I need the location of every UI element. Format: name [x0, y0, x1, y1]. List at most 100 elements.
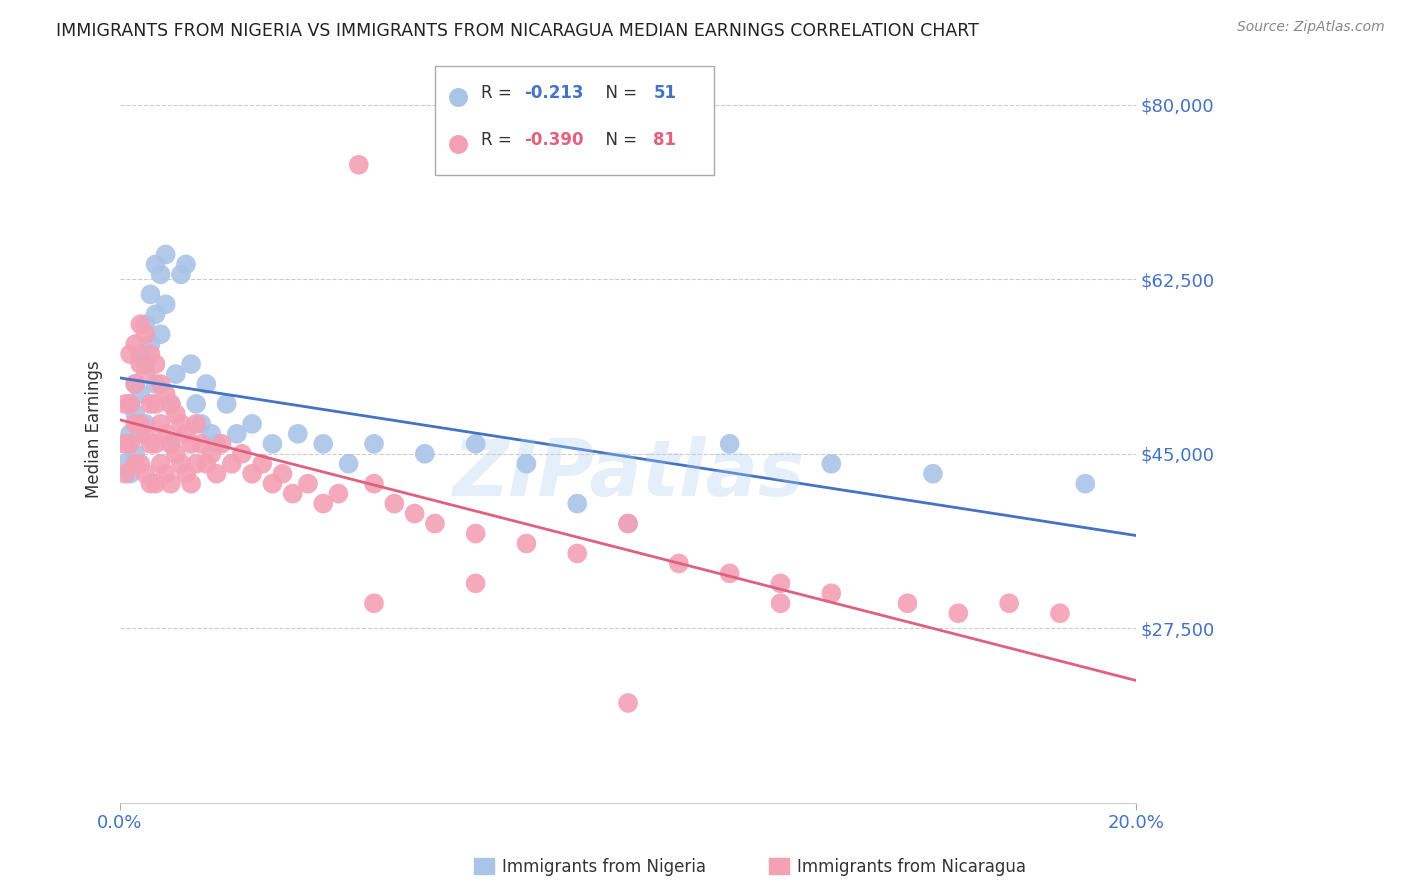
- Point: [139, 347, 162, 361]
- Point: [139, 337, 162, 351]
- Point: [211, 437, 233, 451]
- Point: [382, 497, 405, 511]
- Point: [195, 457, 218, 471]
- Text: ZIPatlas: ZIPatlas: [451, 435, 804, 512]
- Bar: [474, 858, 494, 874]
- Point: [165, 447, 187, 461]
- Point: [567, 497, 589, 511]
- Point: [159, 397, 181, 411]
- Point: [129, 317, 152, 331]
- Point: [124, 407, 146, 421]
- Point: [124, 337, 146, 351]
- Text: Immigrants from Nicaragua: Immigrants from Nicaragua: [797, 858, 1026, 876]
- Point: [174, 426, 197, 441]
- Text: -0.390: -0.390: [524, 131, 583, 149]
- Bar: [769, 858, 789, 874]
- Point: [139, 476, 162, 491]
- Point: [129, 417, 152, 431]
- Point: [120, 347, 142, 361]
- Point: [174, 257, 197, 271]
- Point: [186, 397, 208, 411]
- Text: IMMIGRANTS FROM NIGERIA VS IMMIGRANTS FROM NICARAGUA MEDIAN EARNINGS CORRELATION: IMMIGRANTS FROM NIGERIA VS IMMIGRANTS FR…: [56, 22, 979, 40]
- Point: [134, 417, 156, 431]
- Point: [129, 457, 152, 471]
- Point: [155, 247, 177, 261]
- Point: [129, 387, 152, 401]
- Point: [297, 476, 319, 491]
- Text: 81: 81: [654, 131, 676, 149]
- Text: R =: R =: [481, 131, 517, 149]
- Point: [149, 327, 172, 342]
- Point: [124, 447, 146, 461]
- Point: [271, 467, 294, 481]
- Point: [347, 158, 370, 172]
- Point: [922, 467, 945, 481]
- Point: [464, 576, 486, 591]
- Point: [114, 437, 136, 451]
- Point: [1074, 476, 1097, 491]
- Point: [124, 457, 146, 471]
- Point: [820, 586, 842, 600]
- Point: [145, 357, 167, 371]
- Point: [155, 387, 177, 401]
- Point: [769, 576, 792, 591]
- Point: [165, 367, 187, 381]
- FancyBboxPatch shape: [434, 66, 714, 175]
- Point: [114, 437, 136, 451]
- Point: [159, 437, 181, 451]
- Point: [668, 557, 690, 571]
- Point: [617, 516, 640, 531]
- Point: [312, 497, 335, 511]
- Point: [337, 457, 360, 471]
- Point: [180, 437, 202, 451]
- Point: [149, 417, 172, 431]
- Point: [155, 297, 177, 311]
- Text: Source: ZipAtlas.com: Source: ZipAtlas.com: [1237, 20, 1385, 34]
- Point: [262, 476, 284, 491]
- Point: [120, 397, 142, 411]
- Point: [312, 437, 335, 451]
- Point: [134, 327, 156, 342]
- Point: [129, 426, 152, 441]
- Point: [718, 566, 741, 581]
- Point: [205, 437, 228, 451]
- Point: [149, 268, 172, 282]
- Point: [139, 437, 162, 451]
- Point: [413, 447, 436, 461]
- Point: [170, 268, 193, 282]
- Point: [363, 596, 385, 610]
- Point: [998, 596, 1021, 610]
- Point: [515, 457, 537, 471]
- Point: [159, 437, 181, 451]
- Point: [139, 397, 162, 411]
- Point: [114, 397, 136, 411]
- Point: [1049, 606, 1071, 620]
- Point: [145, 437, 167, 451]
- Point: [200, 447, 222, 461]
- Point: [165, 407, 187, 421]
- Point: [134, 317, 156, 331]
- Point: [363, 476, 385, 491]
- Point: [464, 437, 486, 451]
- Point: [567, 546, 589, 560]
- Point: [186, 417, 208, 431]
- Point: [170, 417, 193, 431]
- Point: [190, 437, 212, 451]
- Point: [134, 426, 156, 441]
- Point: [225, 426, 247, 441]
- Point: [134, 367, 156, 381]
- Point: [124, 377, 146, 392]
- Point: [404, 507, 426, 521]
- Point: [215, 397, 238, 411]
- Point: [120, 397, 142, 411]
- Point: [159, 397, 181, 411]
- Point: [896, 596, 918, 610]
- Point: [464, 526, 486, 541]
- Point: [134, 467, 156, 481]
- Point: [145, 257, 167, 271]
- Point: [617, 696, 640, 710]
- Text: R =: R =: [481, 85, 517, 103]
- Point: [149, 457, 172, 471]
- Point: [174, 467, 197, 481]
- Point: [718, 437, 741, 451]
